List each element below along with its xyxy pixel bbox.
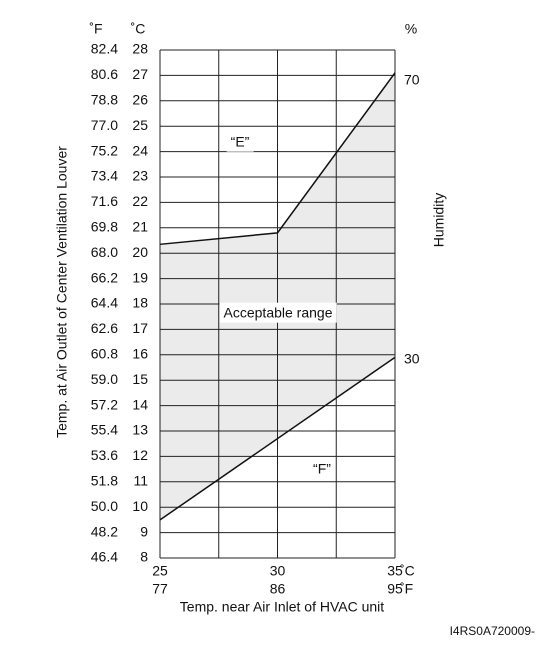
y-tick-label-f: 66.2 [91, 269, 118, 285]
y-tick-label-f: 53.6 [91, 447, 118, 463]
y-tick-label-f: 64.4 [91, 295, 118, 311]
x-tick-label-f: 95 [387, 581, 403, 597]
y-axis-title: Temp. at Air Outlet of Center Ventilatio… [54, 146, 70, 438]
y-tick-label-c: 20 [132, 244, 148, 260]
annotation-bg [219, 302, 337, 323]
y-tick-label-c: 24 [132, 142, 148, 158]
y-tick-label-c: 12 [132, 447, 148, 463]
annotation: Acceptable range [224, 305, 333, 321]
y-tick-label-c: 14 [132, 396, 148, 412]
x-tick-label-f: 77 [152, 581, 168, 597]
y2-unit: % [405, 21, 417, 37]
y-tick-label-f: 60.8 [91, 346, 118, 362]
y-tick-label-c: 25 [132, 117, 148, 133]
y-tick-label-c: 17 [132, 320, 148, 336]
y-tick-label-c: 11 [133, 473, 148, 489]
y-tick-label-f: 55.4 [91, 422, 118, 438]
x-unit-c: ˚C [400, 563, 415, 579]
y-tick-label-c: 16 [132, 346, 148, 362]
annotation: “F” [313, 461, 331, 477]
y-tick-label-c: 13 [132, 422, 148, 438]
y-tick-label-f: 59.0 [91, 371, 118, 387]
y-tick-label-c: 28 [132, 41, 148, 57]
y-tick-label-c: 15 [132, 371, 148, 387]
y2-tick-label: 30 [404, 351, 420, 367]
y-tick-label-f: 46.4 [91, 549, 118, 565]
boundary-line [159, 72, 396, 246]
x-tick-label-c: 35 [387, 563, 403, 579]
y-tick-label-f: 82.4 [91, 41, 118, 57]
y-tick-label-f: 50.0 [91, 498, 118, 514]
y-tick-label-f: 69.8 [91, 219, 118, 235]
y-tick-label-c: 10 [132, 498, 148, 514]
y-tick-label-f: 62.6 [91, 320, 118, 336]
figure-code: I4RS0A720009- [450, 624, 535, 638]
y-tick-label-c: 19 [132, 269, 148, 285]
y-tick-label-f: 71.6 [91, 193, 118, 209]
y2-axis-title: Humidity [431, 193, 447, 247]
x-tick-label-c: 25 [152, 563, 168, 579]
y-tick-label-c: 23 [132, 168, 148, 184]
boundary-line [159, 356, 396, 521]
y-tick-label-f: 51.8 [91, 473, 118, 489]
y-tick-label-f: 68.0 [91, 244, 118, 260]
x-axis-title: Temp. near Air Inlet of HVAC unit [180, 599, 384, 615]
y-tick-label-c: 8 [140, 549, 148, 565]
y-tick-label-f: 77.0 [91, 117, 118, 133]
y-tick-label-f: 57.2 [91, 396, 118, 412]
y-tick-label-c: 21 [132, 219, 148, 235]
y-tick-label-c: 9 [140, 523, 148, 539]
x-tick-label-f: 86 [270, 581, 286, 597]
y-tick-label-c: 18 [132, 295, 148, 311]
y-tick-label-f: 78.8 [91, 92, 118, 108]
annotation-bg [309, 458, 336, 479]
x-tick-label-c: 30 [270, 563, 286, 579]
y-unit-c: ˚C [131, 21, 146, 37]
y-tick-label-c: 27 [132, 66, 148, 82]
annotation-bg [226, 131, 254, 152]
x-unit-f: ˚F [400, 581, 413, 597]
y-tick-label-f: 73.4 [91, 168, 118, 184]
y-tick-label-f: 80.6 [91, 66, 118, 82]
y-tick-label-f: 75.2 [91, 142, 118, 158]
y-unit-f: ˚F [89, 21, 102, 37]
y-tick-label-c: 26 [132, 92, 148, 108]
annotation: “E” [231, 134, 250, 150]
y-tick-label-f: 48.2 [91, 523, 118, 539]
y-tick-label-c: 22 [132, 193, 148, 209]
y2-tick-label: 70 [404, 71, 420, 87]
